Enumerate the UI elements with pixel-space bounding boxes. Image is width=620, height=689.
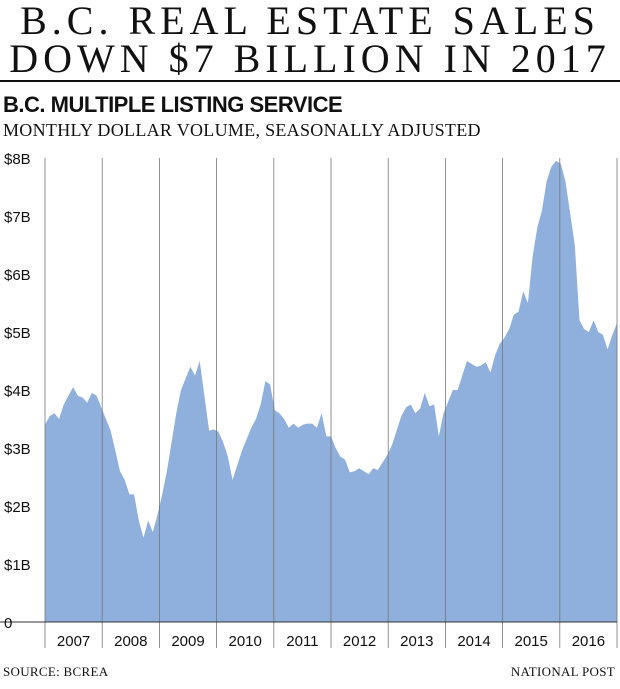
y-tick-label: $3B (4, 441, 31, 458)
headline-rule (0, 80, 620, 82)
x-tick-label: 2015 (515, 633, 548, 650)
x-tick-label: 2016 (572, 633, 605, 650)
source-note: SOURCE: BCREA (3, 664, 109, 679)
y-tick-label: $1B (4, 557, 31, 574)
headline-line-2: DOWN $7 BILLION IN 2017 (9, 36, 611, 81)
x-tick-label: 2014 (457, 633, 490, 650)
x-tick-label: 2011 (286, 633, 318, 650)
y-tick-label: $8B (4, 151, 31, 168)
headline: B.C. REAL ESTATE SALES DOWN $7 BILLION I… (0, 0, 620, 81)
y-tick-label: $4B (4, 383, 31, 400)
y-tick-label: $5B (4, 325, 31, 342)
x-tick-label: 2009 (171, 633, 204, 650)
y-tick-label: $6B (4, 267, 31, 284)
chart-subtitle: MONTHLY DOLLAR VOLUME, SEASONALLY ADJUST… (3, 120, 481, 140)
dollar-volume-area (45, 160, 617, 622)
y-tick-label: $2B (4, 499, 31, 516)
x-tick-label: 2008 (114, 633, 147, 650)
credit-note: NATIONAL POST (510, 664, 615, 679)
headline-line-1: B.C. REAL ESTATE SALES (20, 0, 600, 43)
chart-title: B.C. MULTIPLE LISTING SERVICE (3, 92, 343, 117)
x-tick-label: 2013 (400, 633, 433, 650)
y-tick-label: 0 (4, 615, 12, 632)
x-tick-label: 2012 (343, 633, 376, 650)
x-tick-label: 2007 (57, 633, 90, 650)
x-tick-label: 2010 (229, 633, 262, 650)
y-tick-label: $7B (4, 209, 31, 226)
